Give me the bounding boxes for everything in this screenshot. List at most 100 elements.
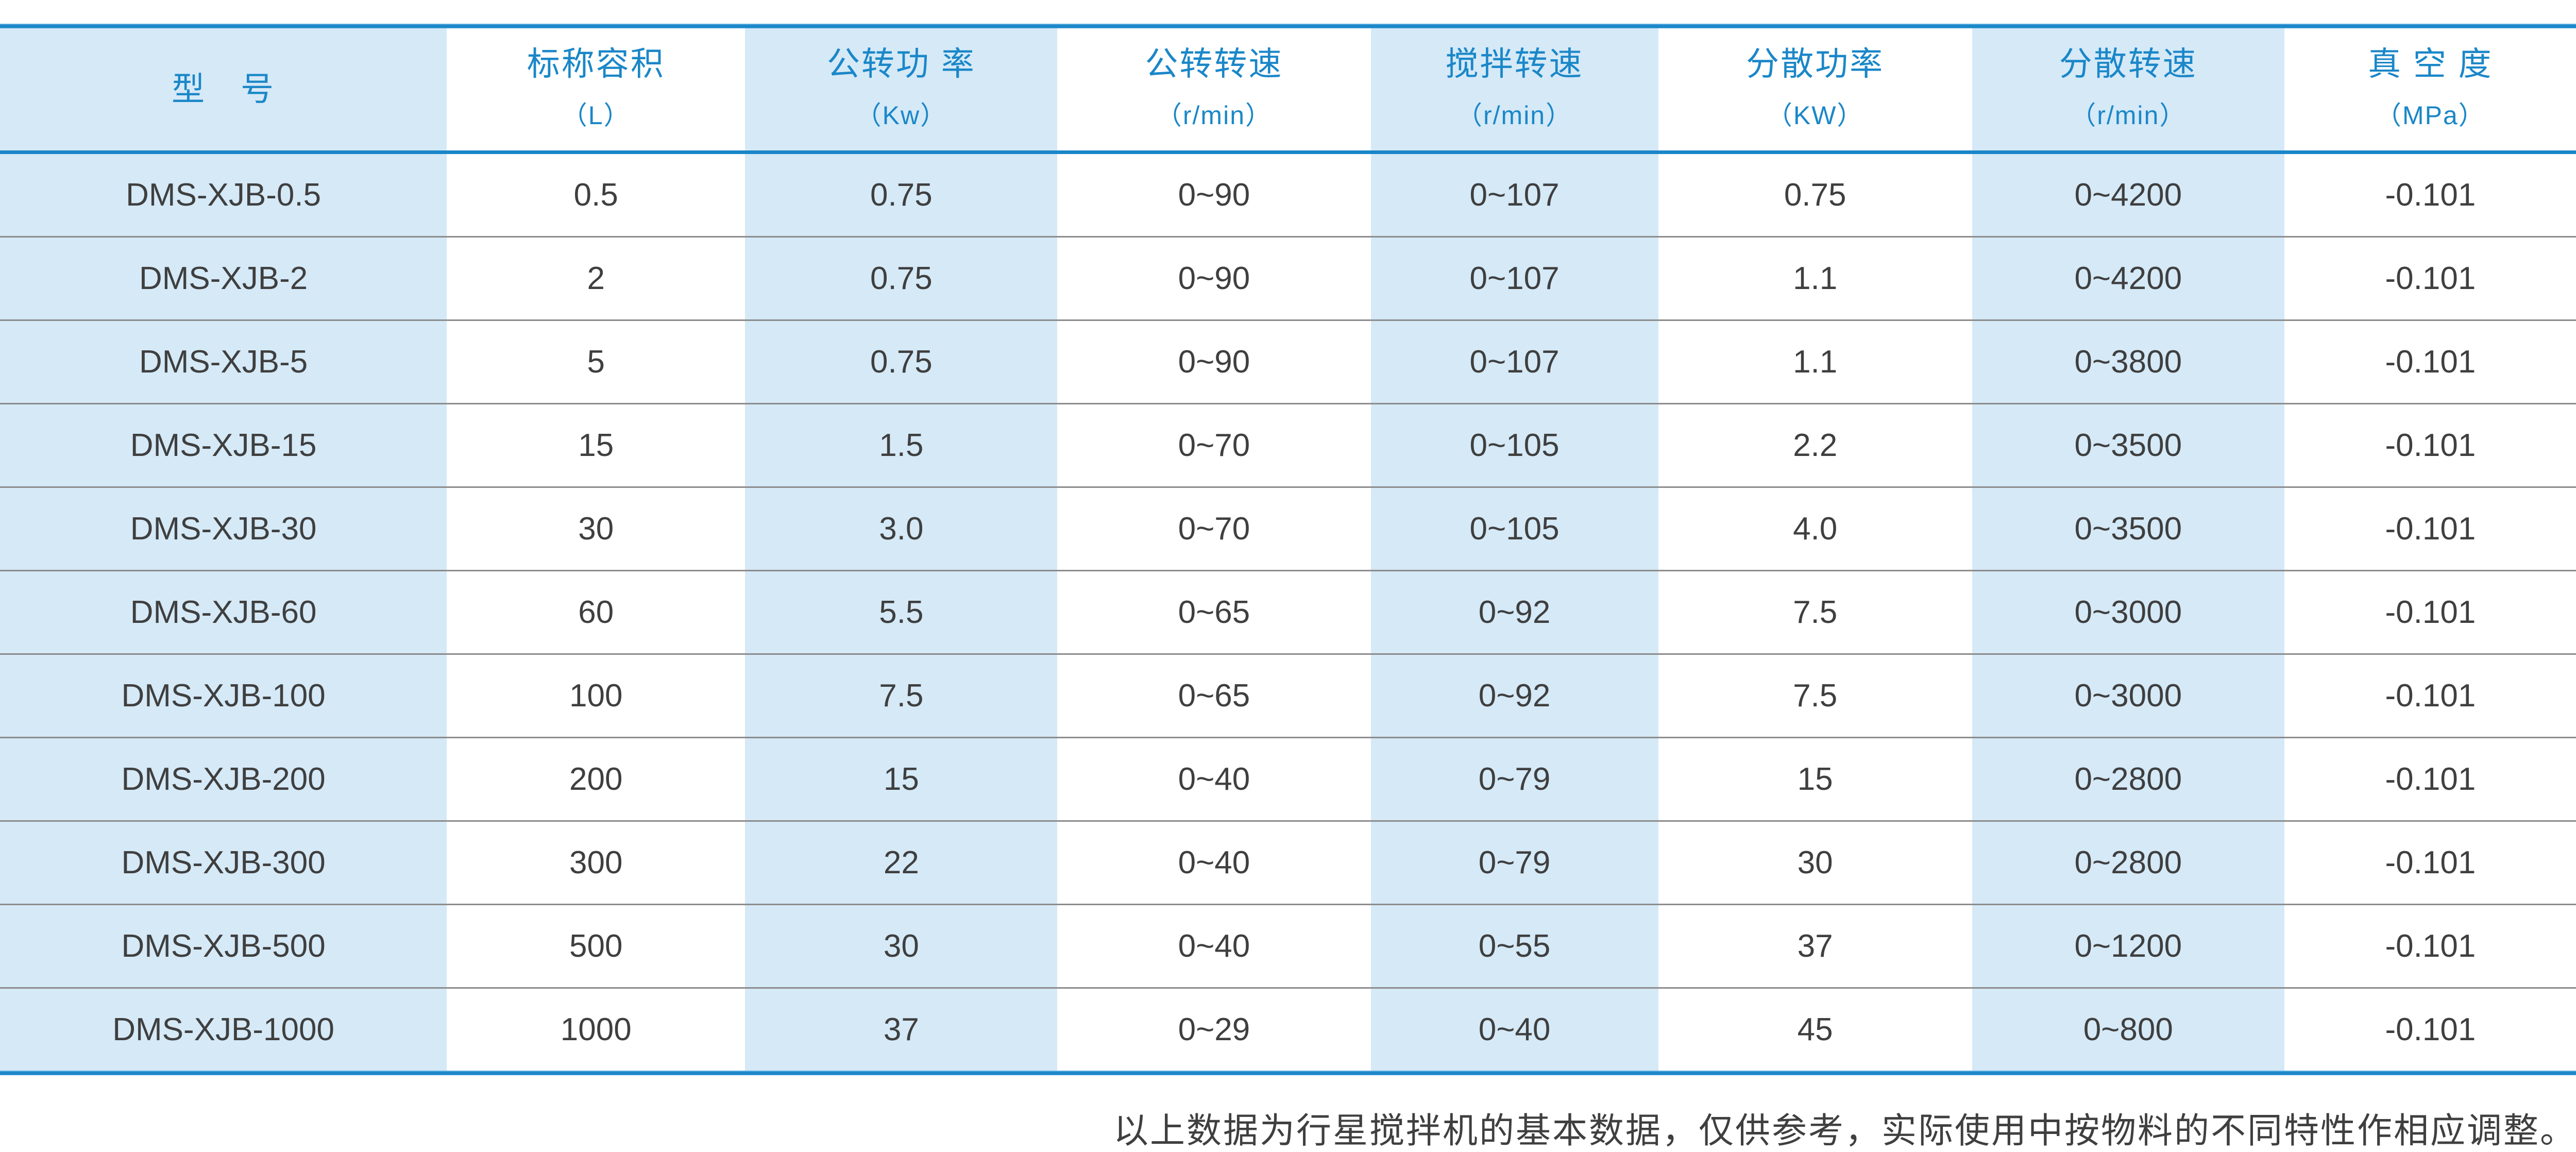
table-row: DMS-XJB-2 2 0.75 0~90 0~107 1.1 0~4200 -0.101 <box>0 236 2576 320</box>
table-header: 型 号 标称容积 （L） 公转功 率 （Kw） 公转转速 （r/min） 搅拌转… <box>0 28 2576 153</box>
value-cell: 37 <box>745 988 1058 1071</box>
column-header-dispersing-speed: 分散转速 （r/min） <box>1972 28 2284 153</box>
value-cell: 0.75 <box>745 236 1058 320</box>
model-cell: DMS-XJB-500 <box>0 904 447 988</box>
value-cell: 0~2800 <box>1972 821 2284 905</box>
value-cell: 500 <box>569 928 623 964</box>
value-cell: 0~40 <box>1178 761 1250 797</box>
header-unit: （L） <box>561 101 631 130</box>
header-unit: （r/min） <box>1156 101 1272 130</box>
value-cell: 1000 <box>560 1012 632 1047</box>
value-cell: 0~70 <box>1178 428 1250 463</box>
value-cell: 0~1200 <box>1972 904 2284 988</box>
value-cell: 0~3500 <box>1972 403 2284 487</box>
value-cell: -0.101 <box>2385 1012 2476 1047</box>
value-cell: 0~40 <box>1178 928 1250 964</box>
value-cell: -0.101 <box>2385 928 2476 964</box>
value-cell: -0.101 <box>2385 428 2476 463</box>
value-cell: 0.75 <box>745 320 1058 404</box>
value-cell: 0~105 <box>1370 403 1658 487</box>
value-cell: 0~40 <box>1370 988 1658 1071</box>
value-cell: -0.101 <box>2385 845 2476 880</box>
value-cell: 200 <box>569 761 623 797</box>
footnote: 以上数据为行星搅拌机的基本数据，仅供参考，实际使用中按物料的不同特性作相应调整。 <box>1113 1111 2576 1151</box>
value-cell: 1.5 <box>745 403 1058 487</box>
column-header-stirring-speed: 搅拌转速 （r/min） <box>1370 28 1658 153</box>
value-cell: 0~55 <box>1370 904 1658 988</box>
value-cell: 0~3500 <box>1972 487 2284 571</box>
model-cell: DMS-XJB-300 <box>0 821 447 905</box>
column-header-model: 型 号 <box>0 28 447 153</box>
value-cell: 22 <box>745 821 1058 905</box>
value-cell: 0~105 <box>1370 487 1658 571</box>
value-cell: 0~70 <box>1178 511 1250 547</box>
header-unit: （Kw） <box>855 101 947 130</box>
table-row: DMS-XJB-300 300 22 0~40 0~79 30 0~2800 -0.101 <box>0 821 2576 905</box>
header-label: 分散转速 <box>2059 45 2197 82</box>
value-cell: 0~90 <box>1178 344 1250 380</box>
value-cell: 0~90 <box>1178 261 1250 296</box>
value-cell: 7.5 <box>745 654 1058 738</box>
header-unit: （KW） <box>1766 101 1864 130</box>
value-cell: 100 <box>569 678 623 714</box>
value-cell: 0~4200 <box>1972 152 2284 237</box>
column-header-nominal-capacity: 标称容积 （L） <box>447 28 745 153</box>
value-cell: 0~107 <box>1370 320 1658 404</box>
value-cell: 0~92 <box>1370 654 1658 738</box>
value-cell: 0~4200 <box>1972 236 2284 320</box>
table-row: DMS-XJB-60 60 5.5 0~65 0~92 7.5 0~3000 -0.101 <box>0 570 2576 654</box>
header-label: 型 号 <box>172 70 276 108</box>
spec-table: 型 号 标称容积 （L） 公转功 率 （Kw） 公转转速 （r/min） 搅拌转… <box>0 28 2576 1071</box>
header-unit: （MPa） <box>2376 101 2485 130</box>
value-cell: 0~90 <box>1178 177 1250 213</box>
column-header-revolution-power: 公转功 率 （Kw） <box>745 28 1058 153</box>
value-cell: -0.101 <box>2385 595 2476 630</box>
value-cell: 3.0 <box>745 487 1058 571</box>
column-header-dispersing-power: 分散功率 （KW） <box>1658 28 1972 153</box>
value-cell: 15 <box>1797 761 1833 797</box>
value-cell: 15 <box>578 428 614 463</box>
header-row: 型 号 标称容积 （L） 公转功 率 （Kw） 公转转速 （r/min） 搅拌转… <box>0 28 2576 153</box>
header-label: 标称容积 <box>527 45 665 82</box>
model-cell: DMS-XJB-2 <box>0 236 447 320</box>
value-cell: -0.101 <box>2385 761 2476 797</box>
value-cell: 0~3000 <box>1972 654 2284 738</box>
header-unit: （r/min） <box>2070 101 2187 130</box>
table-row: DMS-XJB-15 15 1.5 0~70 0~105 2.2 0~3500 -0.101 <box>0 403 2576 487</box>
value-cell: 0~107 <box>1370 236 1658 320</box>
model-cell: DMS-XJB-0.5 <box>0 152 447 237</box>
value-cell: 0~29 <box>1178 1012 1250 1047</box>
table-row: DMS-XJB-1000 1000 37 0~29 0~40 45 0~800 -0.101 <box>0 988 2576 1071</box>
value-cell: 0~40 <box>1178 845 1250 880</box>
value-cell: 0~3000 <box>1972 570 2284 654</box>
header-label: 搅拌转速 <box>1445 45 1584 82</box>
value-cell: 0~65 <box>1178 595 1250 630</box>
value-cell: 4.0 <box>1793 511 1838 547</box>
value-cell: 30 <box>745 904 1058 988</box>
value-cell: -0.101 <box>2385 511 2476 547</box>
bottom-border-rule <box>0 1071 2576 1075</box>
value-cell: -0.101 <box>2385 678 2476 714</box>
column-header-vacuum-degree: 真 空 度 （MPa） <box>2284 28 2576 153</box>
table-body: DMS-XJB-0.5 0.5 0.75 0~90 0~107 0.75 0~4200 -0.… <box>0 152 2576 1071</box>
value-cell: 0~65 <box>1178 678 1250 714</box>
model-cell: DMS-XJB-30 <box>0 487 447 571</box>
value-cell: 37 <box>1797 928 1833 964</box>
model-cell: DMS-XJB-1000 <box>0 988 447 1071</box>
table-row: DMS-XJB-0.5 0.5 0.75 0~90 0~107 0.75 0~4200 -0.… <box>0 152 2576 237</box>
value-cell: 2 <box>587 261 605 296</box>
value-cell: 0.75 <box>1784 177 1846 213</box>
table-row: DMS-XJB-200 200 15 0~40 0~79 15 0~2800 -0.101 <box>0 737 2576 821</box>
value-cell: 30 <box>578 511 614 547</box>
table-row: DMS-XJB-5 5 0.75 0~90 0~107 1.1 0~3800 -0.101 <box>0 320 2576 404</box>
header-label: 真 空 度 <box>2368 45 2493 82</box>
model-cell: DMS-XJB-15 <box>0 403 447 487</box>
model-cell: DMS-XJB-200 <box>0 737 447 821</box>
header-unit: （r/min） <box>1456 101 1573 130</box>
value-cell: -0.101 <box>2385 177 2476 213</box>
value-cell: 0.75 <box>745 152 1058 237</box>
value-cell: 5.5 <box>745 570 1058 654</box>
model-cell: DMS-XJB-60 <box>0 570 447 654</box>
table-row: DMS-XJB-30 30 3.0 0~70 0~105 4.0 0~3500 -0.101 <box>0 487 2576 571</box>
